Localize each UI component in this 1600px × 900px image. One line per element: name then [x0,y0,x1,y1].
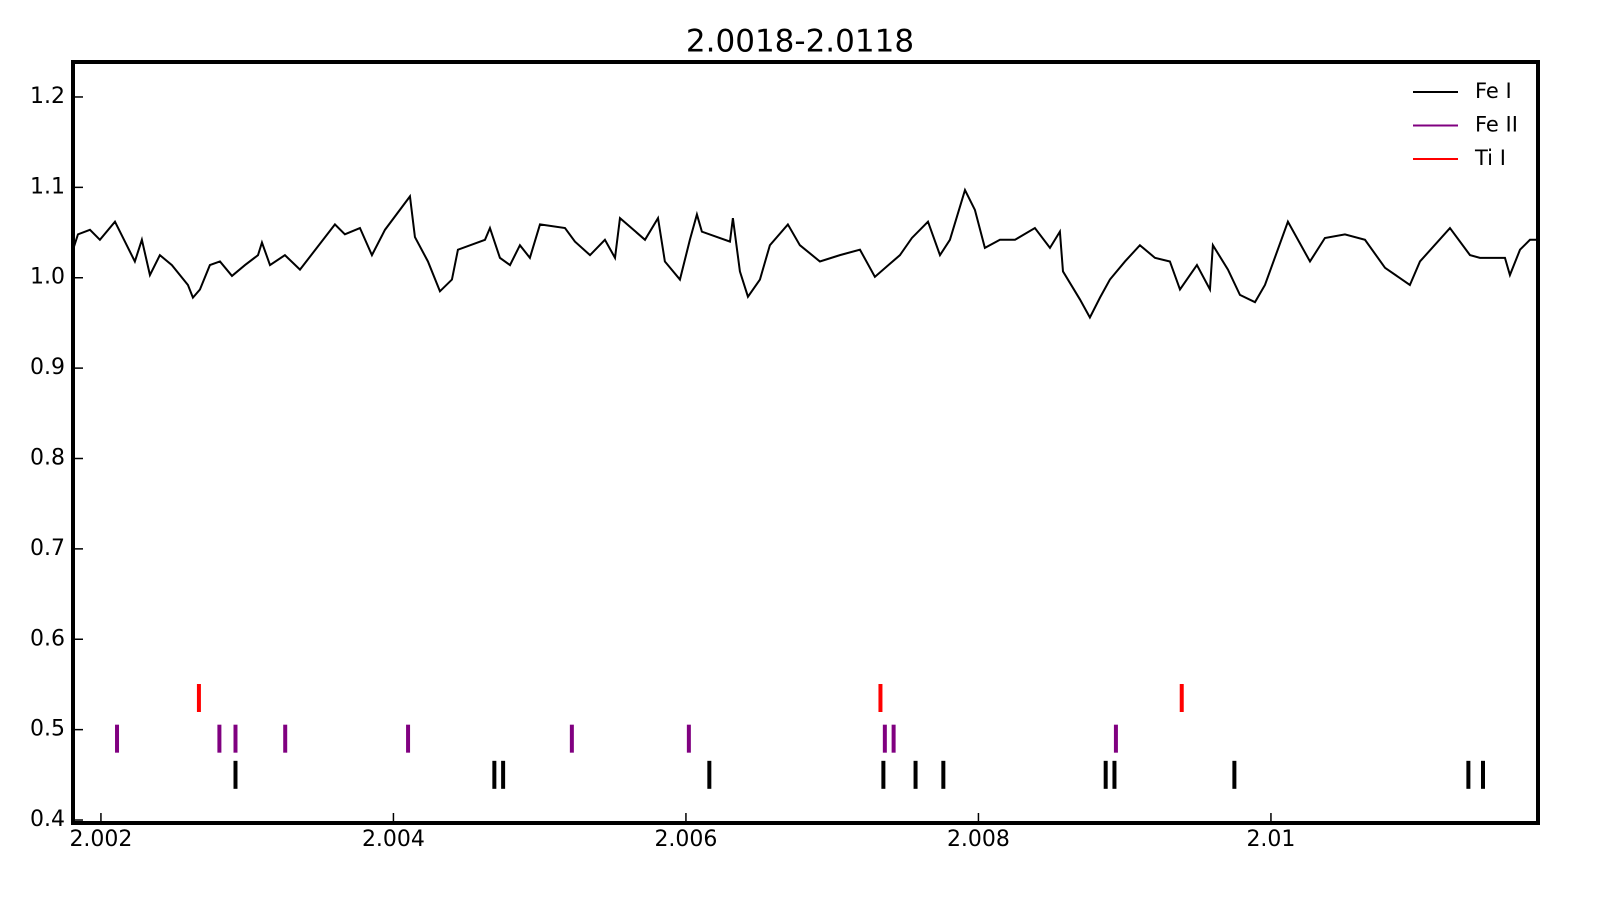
y-tick-label: 0.7 [30,536,65,561]
y-tick-label: 1.2 [30,84,65,109]
y-tick-label: 0.5 [30,717,65,742]
legend-label: Ti I [1474,146,1506,170]
y-tick-label: 0.4 [30,807,65,832]
x-tick-label: 2.004 [362,827,425,852]
legend-label: Fe I [1475,79,1512,103]
y-tick-label: 0.8 [30,445,65,470]
chart-title: 2.0018-2.0118 [686,24,914,60]
x-tick-label: 2.008 [947,827,1010,852]
legend-label: Fe II [1475,113,1518,137]
plot-frame [71,60,1540,825]
x-tick-label: 2.006 [654,827,717,852]
y-tick-label: 0.9 [30,355,65,380]
y-tick-label: 1.1 [30,174,65,199]
y-tick-label: 0.6 [30,626,65,651]
x-tick-label: 2.01 [1246,827,1295,852]
x-tick-label: 2.002 [69,827,132,852]
y-tick-label: 1.0 [30,265,65,290]
spectrum-line [72,187,1538,320]
